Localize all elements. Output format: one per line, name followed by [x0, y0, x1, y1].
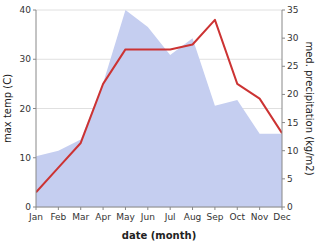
axes: 0 10 20 30 40 0 5 10 15 20 25 30 35 Jan Feb Mar Apr May Ju…: [20, 5, 299, 222]
y2-tick: [282, 150, 285, 151]
y2-tick-label: 15: [287, 118, 298, 128]
x-tick: [36, 207, 37, 210]
x-tick: [192, 207, 193, 210]
x-tick: [259, 207, 260, 210]
x-tick: [282, 207, 283, 210]
x-tick: [58, 207, 59, 210]
y-tick: [33, 157, 36, 158]
y-tick-label: 30: [20, 54, 32, 64]
y-axis-label: max temp (C): [2, 74, 13, 143]
y2-axis-label: med. precipitation (kg/m2): [304, 41, 315, 175]
y2-axis-line: [282, 10, 283, 207]
precipitation-area: [36, 10, 282, 207]
y-tick-label: 40: [20, 5, 32, 15]
x-tick-label: Feb: [50, 212, 66, 222]
x-tick-label: Nov: [251, 212, 269, 222]
x-axis-line: [36, 207, 282, 208]
y2-tick-label: 20: [287, 89, 299, 99]
y2-tick: [282, 122, 285, 123]
y2-tick-label: 30: [287, 33, 299, 43]
y2-tick: [282, 10, 285, 11]
x-tick-label: Jul: [164, 212, 176, 222]
y2-tick-label: 35: [287, 5, 298, 15]
y2-tick: [282, 38, 285, 39]
x-tick: [237, 207, 238, 210]
x-tick: [147, 207, 148, 210]
x-tick-label: Dec: [273, 212, 290, 222]
x-tick: [80, 207, 81, 210]
temperature-line: [36, 20, 282, 192]
x-tick-label: Oct: [229, 212, 245, 222]
grid-line: [36, 207, 282, 208]
y-tick: [33, 108, 36, 109]
x-tick-label: Jun: [140, 212, 155, 222]
grid: [36, 10, 282, 207]
x-axis-label: date (month): [122, 230, 196, 241]
x-tick: [125, 207, 126, 210]
x-tick-label: Mar: [72, 212, 89, 222]
x-tick-label: Jan: [28, 212, 43, 222]
y-tick: [33, 10, 36, 11]
x-tick: [214, 207, 215, 210]
y2-tick-label: 0: [287, 202, 293, 212]
y2-tick-label: 5: [287, 174, 293, 184]
chart: 0 10 20 30 40 0 5 10 15 20 25 30 35 Jan Feb Mar Apr May Ju…: [0, 0, 318, 247]
x-tick-label: May: [116, 212, 135, 222]
y2-tick: [282, 66, 285, 67]
y2-tick: [282, 178, 285, 179]
y2-tick-label: 25: [287, 61, 298, 71]
x-tick-label: Aug: [184, 212, 202, 222]
x-tick-label: Apr: [95, 212, 111, 222]
y-tick-label: 10: [20, 153, 32, 163]
x-tick-label: Sep: [206, 212, 223, 222]
y2-tick-label: 10: [287, 146, 299, 156]
x-tick: [103, 207, 104, 210]
plot-data: [36, 10, 282, 207]
grid-line: [36, 10, 282, 11]
y2-tick: [282, 94, 285, 95]
y-tick-label: 0: [25, 202, 31, 212]
y-tick-label: 20: [20, 104, 32, 114]
x-tick: [170, 207, 171, 210]
y-tick: [33, 59, 36, 60]
